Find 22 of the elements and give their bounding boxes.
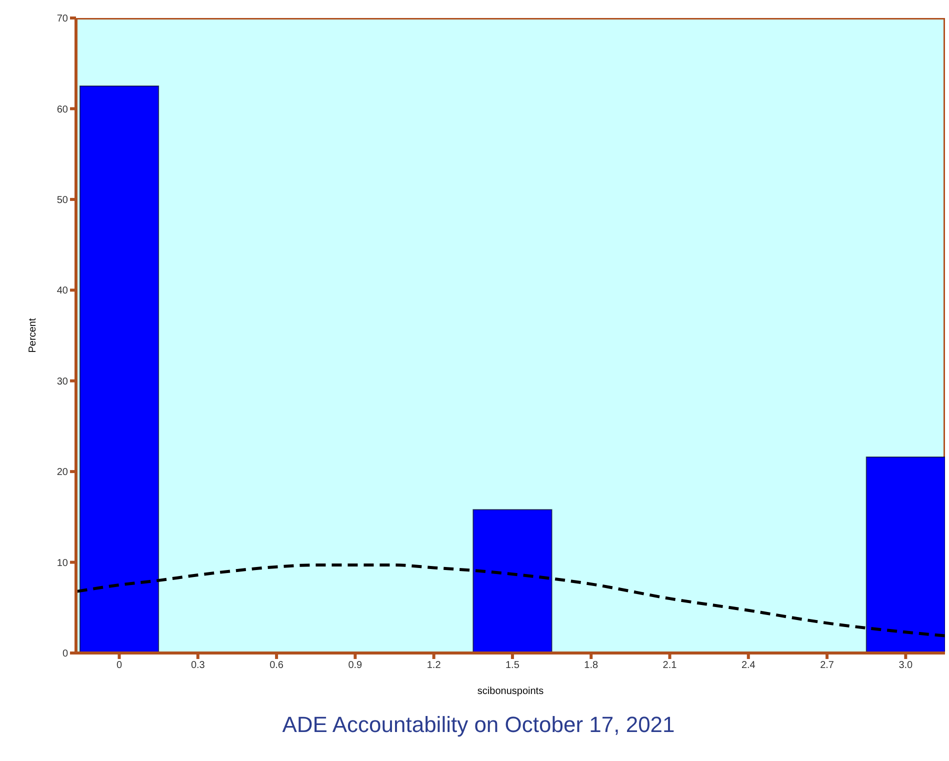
y-tick-label: 40 xyxy=(56,286,68,297)
y-tick-label: 70 xyxy=(56,14,68,25)
x-tick-label: 3.0 xyxy=(898,660,914,672)
x-tick-label: 0.6 xyxy=(270,660,284,672)
x-tick-label: 2.4 xyxy=(741,660,756,672)
x-axis-title: scibonuspoints xyxy=(477,686,544,697)
text: ADE Accountability on October 17, 2021 xyxy=(281,712,676,738)
x-tick-label: 0 xyxy=(116,660,122,672)
x-tick-label: 2.7 xyxy=(820,660,834,672)
y-tick-label: 10 xyxy=(56,558,68,569)
x-tick-label: 1.5 xyxy=(506,660,520,672)
y-tick-label: 20 xyxy=(56,467,68,478)
x-tick-label: 1.8 xyxy=(584,660,598,672)
x-tick-label: 0.9 xyxy=(348,660,363,672)
y-tick-label: 50 xyxy=(56,194,68,206)
y-tick-label: 0 xyxy=(62,648,68,660)
y-tick-label: 60 xyxy=(56,104,68,116)
x-tick-label: 0.3 xyxy=(190,660,206,672)
y-tick-label: 30 xyxy=(56,376,68,388)
x-tick-label: 1.2 xyxy=(426,660,442,672)
y-axis-title: Percent xyxy=(28,318,39,353)
x-tick-label: 2.1 xyxy=(662,660,678,672)
